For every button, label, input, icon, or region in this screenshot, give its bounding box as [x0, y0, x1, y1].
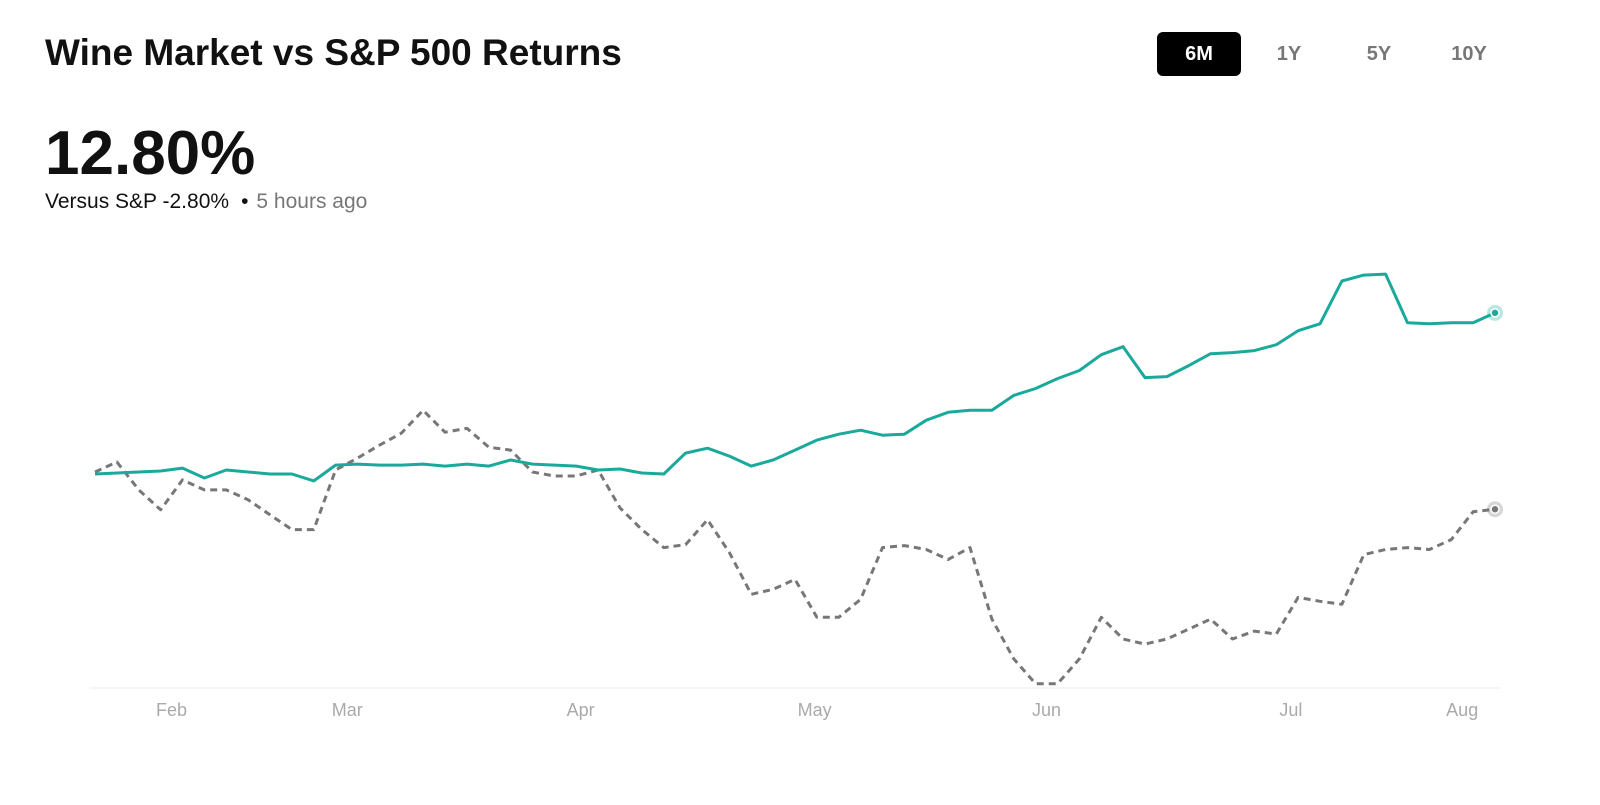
series-line	[94, 408, 1496, 686]
range-button[interactable]: 10Y	[1451, 43, 1487, 65]
x-tick-label: Apr	[567, 700, 595, 720]
range-button[interactable]: 6M	[1157, 32, 1241, 76]
separator: •	[241, 190, 249, 213]
subtitle: Versus S&P -2.80% • 5 hours ago	[45, 190, 367, 214]
x-tick-label: Aug	[1446, 700, 1478, 720]
x-tick-label: Jul	[1279, 700, 1302, 720]
x-tick-label: May	[798, 700, 832, 720]
x-tick-label: Mar	[332, 700, 363, 720]
end-dot	[1490, 504, 1500, 514]
range-button[interactable]: 5Y	[1366, 43, 1392, 65]
series-line	[94, 272, 1496, 483]
x-tick-label: Jun	[1032, 700, 1061, 720]
comparison: Versus S&P -2.80%	[45, 190, 230, 213]
updated: 5 hours ago	[256, 190, 368, 213]
x-tick-label: Feb	[156, 700, 187, 720]
end-dot	[1490, 308, 1500, 318]
title: Wine Market vs S&P 500 Returns	[45, 32, 622, 73]
headline-value: 12.80%	[45, 119, 256, 188]
range-button[interactable]: 1Y	[1276, 43, 1302, 65]
range-selector: 6M 1Y 5Y 10Y	[1157, 32, 1517, 76]
